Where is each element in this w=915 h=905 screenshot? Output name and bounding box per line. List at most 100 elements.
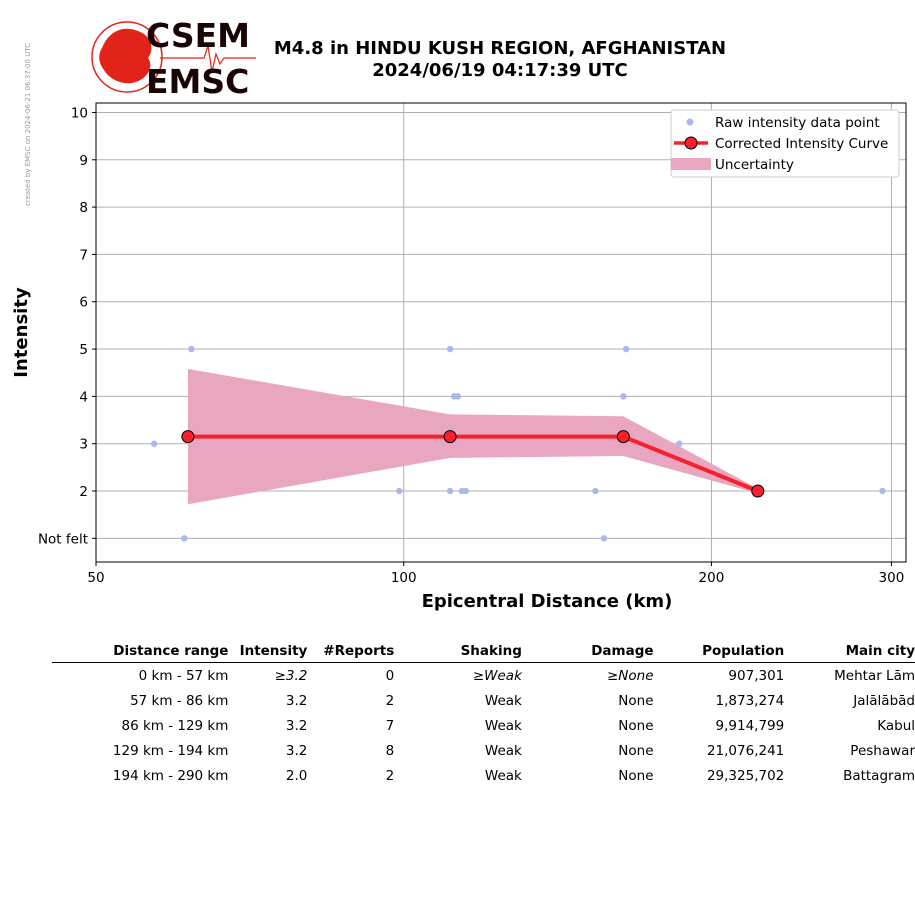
- table-header-cell: Population: [702, 643, 785, 659]
- table-cell: 0: [385, 667, 395, 684]
- raw-data-point: [150, 440, 158, 447]
- table-cell: None: [618, 717, 654, 734]
- table-cell: 3.2: [285, 717, 308, 734]
- intensity-curve-point: [751, 484, 765, 498]
- x-axis-label: Epicentral Distance (km): [422, 591, 673, 612]
- raw-data-point: [446, 345, 454, 353]
- plot-frame: [95, 102, 907, 563]
- y-tick-label: 2: [79, 484, 88, 500]
- table-cell: 29,325,702: [706, 767, 785, 784]
- legend-uncertainty-label: Uncertainty: [715, 157, 794, 173]
- chart-title-line2: 2024/06/19 04:17:39 UTC: [372, 60, 628, 81]
- intensity-curve-line: [187, 434, 759, 493]
- table-cell: 194 km - 290 km: [112, 767, 229, 784]
- table-cell: Mehtar Lām: [834, 667, 915, 684]
- raw-data-point: [676, 440, 683, 447]
- raw-data-point: [879, 487, 886, 495]
- tick-layer: Not felt 2 3 4 5 6 7 8 9 10 50 100 200 300: [38, 105, 904, 586]
- y-tick-label: 7: [79, 247, 88, 263]
- legend-curve-marker: [684, 136, 698, 150]
- raw-data-point: [181, 535, 188, 542]
- table-cell: None: [618, 767, 654, 784]
- y-tick-label: 6: [79, 295, 88, 311]
- table-cell: Weak: [484, 742, 522, 759]
- table-cell: Jalālābād: [853, 692, 915, 709]
- table-cell: 3.2: [285, 692, 308, 709]
- legend-box: [670, 109, 900, 178]
- intensity-chart: Not felt 2 3 4 5 6 7 8 9 10 50 100 200 300 Epicentral…: [11, 102, 907, 612]
- table-cell: Battagram: [843, 767, 915, 784]
- table-header-cell: Distance range: [113, 643, 229, 659]
- table-cell: None: [618, 692, 654, 709]
- legend: Raw intensity data point Corrected Inten…: [670, 109, 900, 178]
- intensity-curve-point: [616, 430, 630, 444]
- table-cell: 0 km - 57 km: [138, 667, 229, 684]
- table-header-cell: Damage: [591, 643, 654, 659]
- table-cell: 86 km - 129 km: [121, 717, 229, 734]
- raw-data-point: [188, 345, 195, 353]
- raw-data-point: [454, 393, 462, 400]
- table-cell: 57 km - 86 km: [130, 692, 229, 709]
- table-cell: ≥3.2: [274, 667, 308, 684]
- y-tick-label: Not felt: [38, 531, 88, 547]
- table-cell: Kabul: [877, 717, 915, 734]
- table-cell: 2.0: [285, 767, 308, 784]
- logo-text-bottom: EMSC: [146, 62, 249, 100]
- intensity-curve-layer: [181, 430, 765, 498]
- intensity-table: Distance range Intensity #Reports Shaking Da…: [52, 641, 915, 788]
- table-cell: Weak: [484, 692, 522, 709]
- legend-raw-label: Raw intensity data point: [715, 115, 880, 131]
- table-cell: ≥None: [606, 667, 654, 684]
- table-cell: 7: [385, 717, 395, 734]
- x-tick-label: 300: [879, 570, 905, 586]
- y-tick-label: 8: [79, 200, 88, 216]
- intensity-curve-point: [443, 430, 457, 444]
- y-tick-label: 9: [79, 153, 88, 169]
- y-axis-label: Intensity: [11, 287, 32, 378]
- legend-curve-label: Corrected Intensity Curve: [715, 136, 888, 152]
- raw-data-point: [622, 345, 630, 353]
- table-cell: Peshawar: [850, 742, 915, 759]
- table-cell: None: [618, 742, 654, 759]
- raw-data-point: [600, 535, 608, 542]
- table-cell: 2: [385, 767, 395, 784]
- x-tick-label: 50: [87, 570, 104, 586]
- legend-uncertainty-swatch: [671, 158, 711, 170]
- y-tick-label: 4: [79, 389, 88, 405]
- y-tick-label: 3: [79, 437, 88, 453]
- logo-text-top: CSEM: [146, 16, 250, 55]
- table-row: 57 km - 86 km 3.2 2 Weak None 1,873,274 Jalālā…: [52, 688, 915, 713]
- raw-data-point: [620, 393, 627, 400]
- raw-data-point: [396, 487, 403, 495]
- table-cell: 1,873,274: [715, 692, 785, 709]
- table-cell: 3.2: [285, 742, 308, 759]
- raw-data-point: [592, 487, 599, 495]
- table-row: 194 km - 290 km 2.0 2 Weak None 29,325,702 Bat…: [52, 763, 915, 788]
- table-cell: 2: [385, 692, 395, 709]
- y-tick-label: 10: [71, 105, 88, 121]
- table-header-cell: Shaking: [460, 643, 522, 659]
- table-cell: 9,914,799: [715, 717, 785, 734]
- table-row: 86 km - 129 km 3.2 7 Weak None 9,914,799 Kabul: [52, 713, 915, 738]
- table-cell: 8: [385, 742, 395, 759]
- table-cell: Weak: [484, 767, 522, 784]
- x-tick-label: 200: [699, 570, 725, 586]
- raw-data-point: [446, 487, 454, 495]
- table-cell: 129 km - 194 km: [112, 742, 229, 759]
- table-cell: 21,076,241: [706, 742, 785, 759]
- y-tick-label: 5: [79, 342, 88, 358]
- chart-title: M4.8 in HINDU KUSH REGION, AFGHANISTAN 2…: [250, 38, 750, 82]
- x-tick-label: 100: [391, 570, 417, 586]
- legend-raw-marker: [686, 118, 694, 126]
- raw-data-point: [462, 487, 469, 495]
- emsc-logo: CSEM EMSC: [91, 16, 256, 100]
- table-header-cell: Intensity: [239, 643, 308, 659]
- table-header-row: Distance range Intensity #Reports Shaking Da…: [52, 641, 915, 663]
- table-header-cell: Main city: [845, 643, 915, 659]
- table-header-cell: #Reports: [323, 643, 395, 659]
- table-cell: 907,301: [728, 667, 785, 684]
- table-cell: Weak: [484, 717, 522, 734]
- table-cell: ≥Weak: [472, 667, 522, 684]
- table-row: 129 km - 194 km 3.2 8 Weak None 21,076,241 Pes…: [52, 738, 915, 763]
- table-row: 0 km - 57 km ≥3.2 0 ≥Weak ≥None 907,301 Mehtar…: [52, 663, 915, 689]
